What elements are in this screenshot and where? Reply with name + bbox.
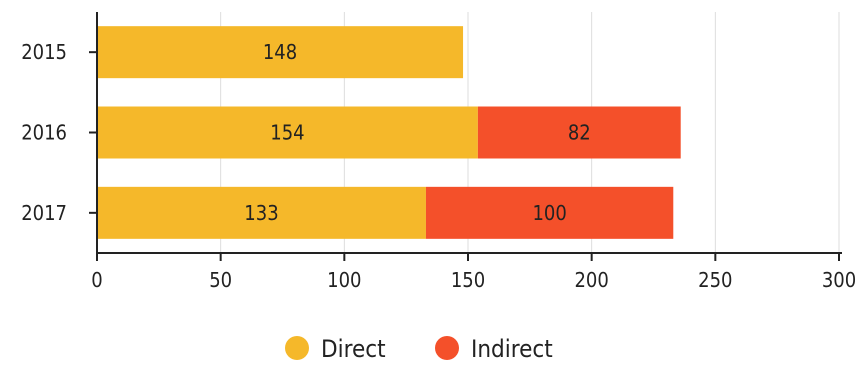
legend-label-direct: Direct bbox=[321, 335, 386, 363]
legend-label-indirect: Indirect bbox=[471, 335, 553, 363]
legend-swatch-indirect bbox=[435, 336, 459, 360]
y-axis-labels: 2015 2016 2017 bbox=[21, 40, 97, 225]
legend: Direct Indirect bbox=[285, 335, 553, 363]
data-label: 148 bbox=[263, 40, 297, 64]
x-tick-label: 100 bbox=[327, 268, 361, 292]
bars: 148 154 82 133 100 bbox=[97, 26, 681, 239]
y-tick-label: 2015 bbox=[21, 40, 67, 64]
y-tick-label: 2016 bbox=[21, 121, 67, 145]
bar-indirect-2016 bbox=[477, 106, 681, 159]
y-tick-label: 2017 bbox=[21, 201, 67, 225]
data-label: 133 bbox=[244, 201, 278, 225]
x-tick-label: 150 bbox=[451, 268, 485, 292]
x-tick-label: 0 bbox=[91, 268, 102, 292]
x-axis-labels: 0 50 100 150 200 250 300 bbox=[91, 253, 856, 292]
data-label: 82 bbox=[568, 121, 591, 145]
x-tick-label: 200 bbox=[574, 268, 608, 292]
bar-indirect-2017 bbox=[425, 186, 674, 239]
x-tick-label: 50 bbox=[209, 268, 232, 292]
legend-swatch-direct bbox=[285, 336, 309, 360]
bar-direct-2017 bbox=[97, 186, 426, 239]
data-label: 100 bbox=[532, 201, 566, 225]
bar-direct-2015 bbox=[97, 26, 464, 79]
data-label: 154 bbox=[270, 121, 304, 145]
x-tick-label: 250 bbox=[698, 268, 732, 292]
bar-direct-2016 bbox=[97, 106, 478, 159]
x-tick-label: 300 bbox=[822, 268, 856, 292]
